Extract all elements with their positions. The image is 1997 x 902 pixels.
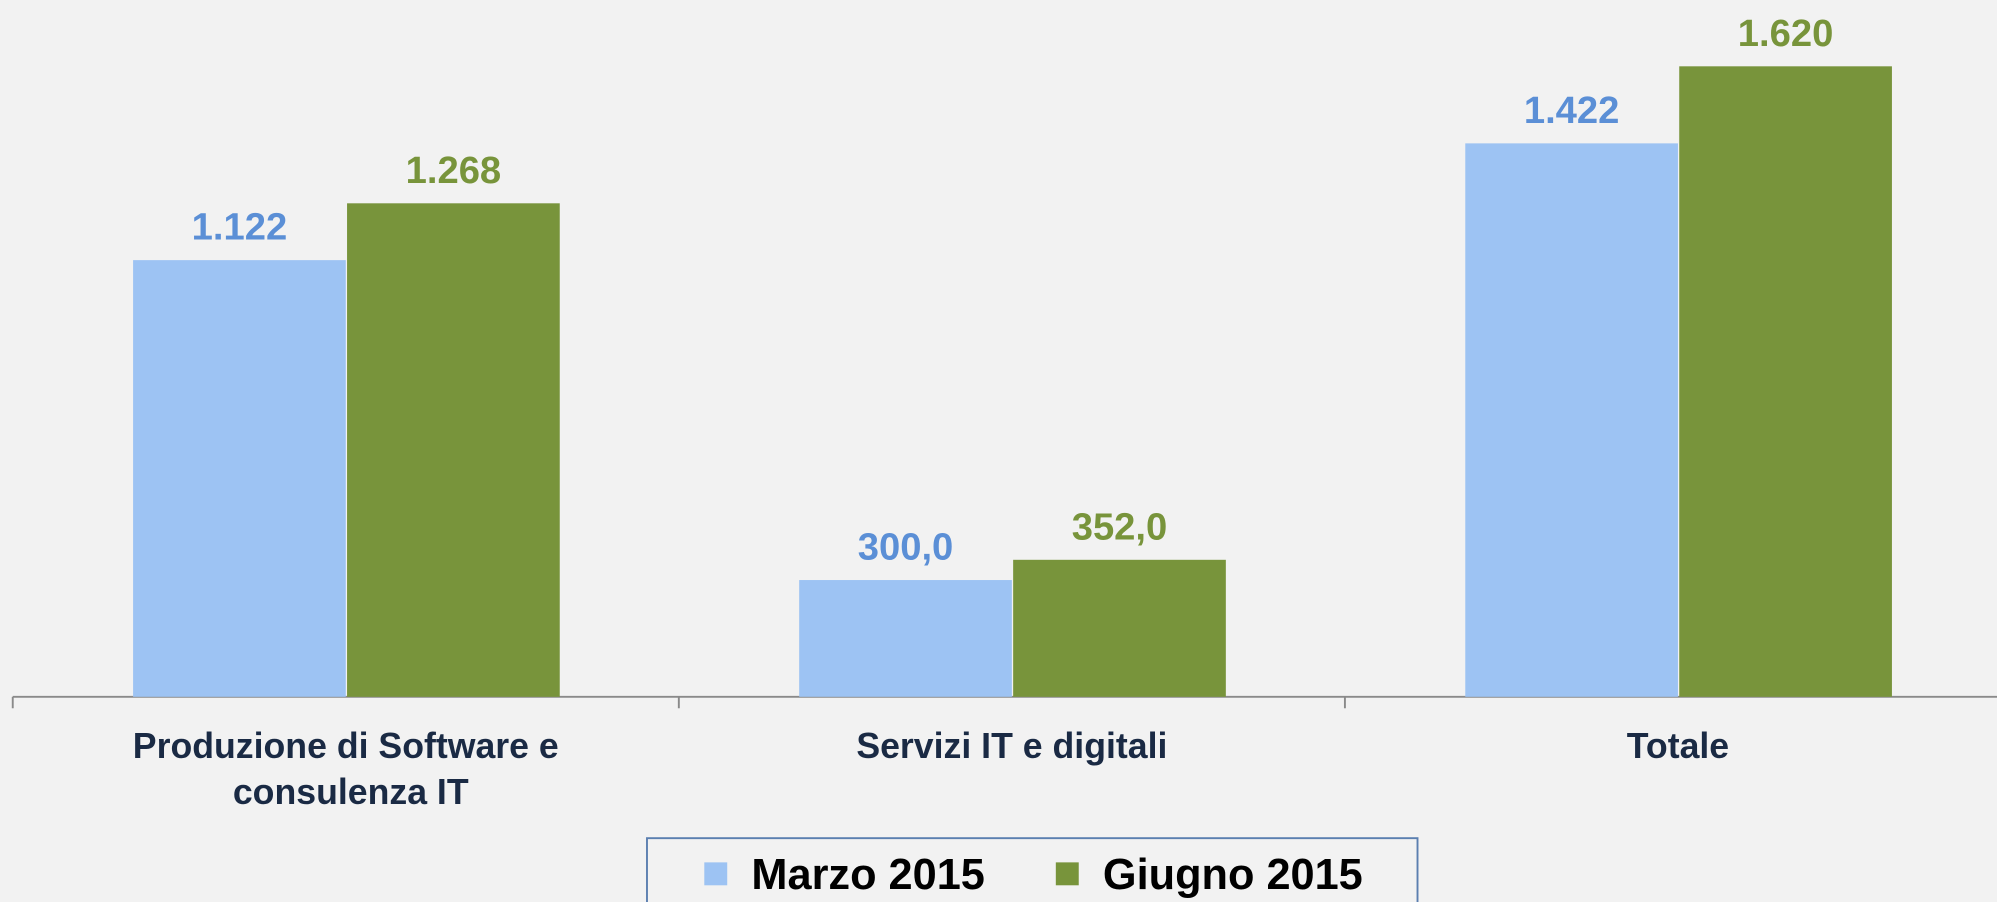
legend-marker [1055,862,1079,886]
value-label: 1.422 [1524,89,1620,132]
x-tick-label: Servizi IT e digitali [856,726,1167,766]
legend-label: Giugno 2015 [1103,851,1363,899]
bar [1679,66,1892,697]
x-tick-label: Produzione di Software e consulenza IT [133,726,559,812]
bar [1465,143,1678,697]
value-label: 1.620 [1738,12,1834,55]
value-label: 300,0 [858,526,954,569]
legend-box [646,837,1419,902]
x-tick-label: Totale [1627,726,1729,766]
bar [1013,559,1226,697]
value-label: 1.122 [192,206,288,249]
legend-label: Marzo 2015 [751,851,984,899]
bar [799,580,1012,697]
bar [347,203,560,697]
value-label: 1.268 [406,149,502,192]
bar [133,260,346,697]
legend-marker [704,862,728,886]
value-label: 352,0 [1072,505,1168,548]
